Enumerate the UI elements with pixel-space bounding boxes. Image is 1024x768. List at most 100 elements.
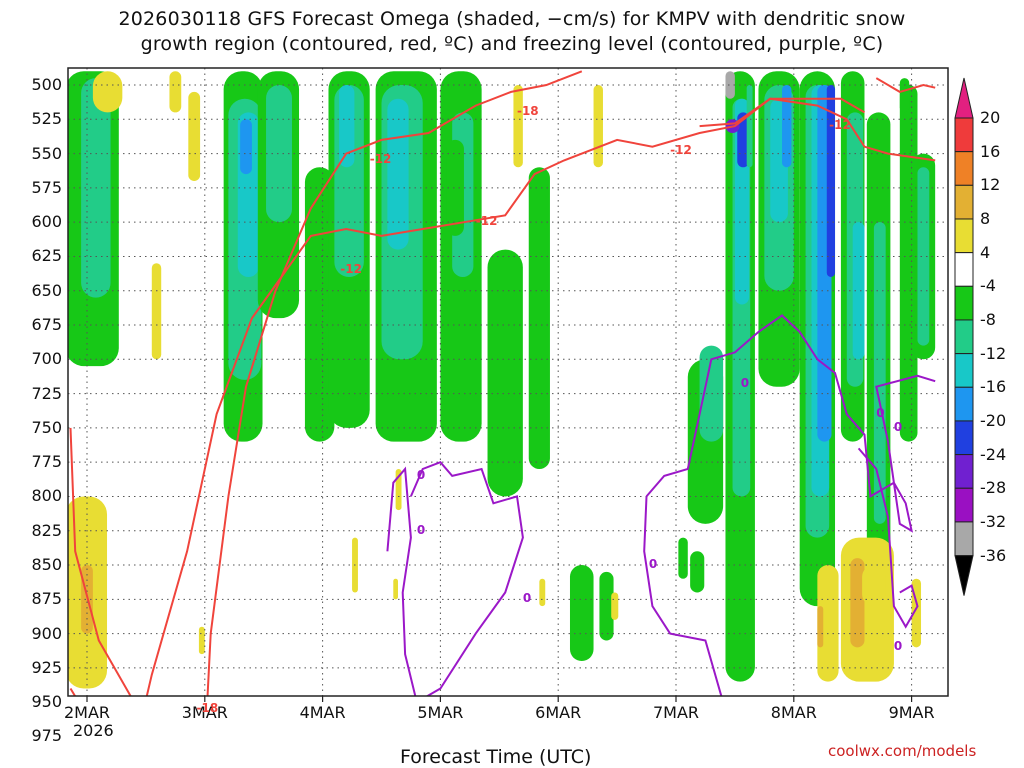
omega-cell — [198, 626, 205, 655]
x-axis-title: Forecast Time (UTC) — [400, 746, 592, 768]
colorbar-tick-label: -32 — [980, 511, 1007, 531]
colorbar-bin — [954, 386, 974, 422]
dendritic-contour-label: -12 — [670, 142, 692, 157]
y-tick-label: 525 — [31, 109, 62, 129]
colorbar-tick-label: 16 — [980, 141, 1001, 161]
omega-cell — [599, 571, 614, 641]
omega-cell — [917, 167, 930, 346]
colorbar-tick-label: -8 — [980, 309, 996, 329]
freezing-contour — [857, 447, 919, 629]
y-tick-label: 850 — [31, 555, 62, 575]
dendritic-contour-label: -12 — [475, 214, 498, 229]
freezing-contour-label: 0 — [893, 639, 903, 654]
colorbar — [954, 77, 974, 596]
omega-cell — [393, 578, 398, 600]
chart-title-line1: 2026030118 GFS Forecast Omega (shaded, −… — [118, 8, 906, 30]
y-tick-label: 675 — [31, 315, 62, 334]
omega-cell — [569, 565, 594, 662]
plot-frame — [67, 67, 949, 697]
colorbar-tick-label: -24 — [980, 444, 1007, 464]
colorbar-tick-label: 8 — [980, 208, 991, 228]
freezing-contour-label: 0 — [740, 375, 750, 390]
colorbar-bin — [954, 117, 974, 153]
omega-cell — [746, 85, 753, 168]
omega-cell — [850, 558, 865, 648]
dendritic-contour — [69, 427, 132, 696]
y-tick-label: 500 — [31, 75, 62, 94]
omega-cell — [782, 85, 792, 168]
colorbar-tick-label: -16 — [980, 377, 1007, 397]
omega-cell — [817, 606, 824, 648]
omega-cell — [513, 85, 523, 168]
freezing-contour — [386, 461, 524, 696]
omega-cell — [151, 263, 162, 360]
x-tick-label: 9MAR — [888, 703, 935, 722]
dendritic-contour-label: -12 — [829, 118, 851, 133]
colorbar-bin — [954, 521, 974, 557]
y-tick-label: 950 — [31, 692, 62, 712]
dendritic-contour-label: -12 — [369, 152, 392, 167]
omega-cell — [92, 71, 123, 113]
x-tick-label: 4MAR — [299, 703, 346, 722]
colorbar-bin — [954, 487, 974, 523]
omega-shading — [68, 71, 936, 689]
colorbar-bin — [954, 420, 974, 456]
omega-cell — [826, 85, 836, 278]
y-tick-label: 825 — [31, 520, 62, 540]
contours — [69, 70, 936, 751]
omega-cell — [446, 139, 464, 236]
colorbar-tick-label: -12 — [980, 343, 1007, 363]
colorbar-bin — [954, 218, 974, 254]
omega-cell — [188, 91, 201, 182]
dendritic-contour — [875, 77, 936, 93]
x-tick-label: 8MAR — [770, 703, 817, 722]
omega-cell — [862, 565, 886, 607]
freezing-contour-label: 0 — [648, 557, 658, 572]
dendritic-contour — [145, 97, 936, 696]
omega-cell — [339, 85, 355, 168]
y-tick-label: 550 — [31, 143, 62, 163]
colorbar-tick-label: -4 — [980, 276, 996, 296]
chart-title-line2: growth region (contoured, red, ºC) and f… — [140, 33, 884, 55]
dendritic-contour — [158, 727, 288, 750]
omega-cell — [240, 119, 252, 175]
y-tick-label: 775 — [31, 452, 62, 472]
x-tick-label: 2MAR — [63, 703, 111, 722]
colorbar-bin — [954, 319, 974, 355]
omega-cell — [840, 537, 894, 682]
y-tick-label: 875 — [31, 589, 62, 609]
colorbar-top-arrow — [954, 77, 974, 119]
x-tick-label: 7MAR — [652, 703, 700, 722]
colorbar-bin — [954, 151, 974, 186]
freezing-contour — [276, 737, 311, 751]
omega-cell — [852, 222, 865, 360]
omega-cell — [487, 249, 523, 497]
freezing-contour-label: 0 — [522, 591, 532, 606]
y-tick-label: 900 — [31, 623, 62, 643]
dendritic-contour — [206, 70, 583, 696]
omega-cell — [611, 592, 619, 620]
colorbar-tick-label: 12 — [980, 175, 1001, 195]
colorbar-tick-label: -28 — [980, 478, 1007, 498]
colorbar-tick-label: -20 — [980, 410, 1007, 430]
freezing-contour-label: 0 — [893, 419, 903, 434]
colorbar-tick-label: 20 — [980, 108, 1001, 127]
omega-cell — [817, 565, 839, 682]
y-tick-label: 575 — [31, 177, 62, 197]
colorbar-bin — [954, 184, 974, 220]
freezing-contour-label: 0 — [416, 467, 426, 482]
x-year-label: 2026 — [73, 721, 114, 740]
colorbar-bin — [954, 454, 974, 489]
omega-cell — [690, 551, 705, 593]
freezing-contour-label: 0 — [876, 406, 885, 421]
colorbar-bin — [954, 285, 974, 321]
credit-link[interactable]: coolwx.com/models — [828, 742, 977, 760]
colorbar-bottom-arrow — [954, 555, 974, 596]
omega-cell — [725, 71, 735, 99]
freezing-contour-label: 0 — [416, 522, 426, 537]
omega-cell — [539, 578, 546, 607]
y-tick-label: 750 — [31, 417, 62, 437]
colorbar-tick-label: -36 — [980, 545, 1007, 565]
freezing-contour — [645, 314, 936, 533]
